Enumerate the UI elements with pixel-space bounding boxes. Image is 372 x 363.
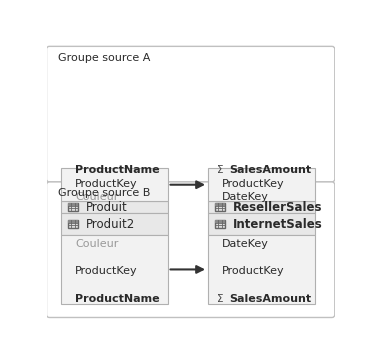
Text: Groupe source B: Groupe source B — [58, 188, 150, 198]
FancyBboxPatch shape — [215, 203, 225, 211]
Text: Couleur: Couleur — [75, 192, 119, 203]
FancyBboxPatch shape — [68, 220, 78, 228]
Text: ProductKey: ProductKey — [75, 266, 138, 277]
Text: Couleur: Couleur — [75, 238, 119, 249]
FancyBboxPatch shape — [68, 203, 78, 211]
FancyBboxPatch shape — [61, 168, 168, 201]
FancyBboxPatch shape — [208, 213, 315, 235]
FancyBboxPatch shape — [46, 182, 335, 318]
FancyBboxPatch shape — [215, 220, 225, 223]
Text: DateKey: DateKey — [222, 238, 269, 249]
Text: ProductName: ProductName — [75, 294, 160, 305]
Text: DateKey: DateKey — [222, 192, 269, 203]
FancyBboxPatch shape — [61, 201, 168, 213]
Text: ProductKey: ProductKey — [222, 266, 285, 277]
FancyBboxPatch shape — [208, 235, 315, 303]
FancyBboxPatch shape — [61, 213, 168, 235]
Text: Σ: Σ — [217, 294, 224, 305]
Text: InternetSales: InternetSales — [232, 217, 322, 231]
Text: ProductKey: ProductKey — [75, 179, 138, 189]
Text: Σ: Σ — [217, 165, 224, 175]
FancyBboxPatch shape — [208, 168, 315, 201]
Text: SalesAmount: SalesAmount — [230, 294, 312, 305]
FancyBboxPatch shape — [61, 235, 168, 303]
Text: ResellerSales: ResellerSales — [232, 201, 322, 213]
FancyBboxPatch shape — [68, 203, 78, 206]
FancyBboxPatch shape — [215, 203, 225, 206]
FancyBboxPatch shape — [68, 220, 78, 223]
Text: ProductName: ProductName — [75, 165, 160, 175]
Text: ProductKey: ProductKey — [222, 179, 285, 189]
Text: Produit2: Produit2 — [86, 217, 135, 231]
Text: SalesAmount: SalesAmount — [230, 165, 312, 175]
FancyBboxPatch shape — [215, 220, 225, 228]
Text: Groupe source A: Groupe source A — [58, 53, 150, 62]
FancyBboxPatch shape — [46, 46, 335, 182]
Text: Produit: Produit — [86, 201, 127, 213]
FancyBboxPatch shape — [208, 201, 315, 213]
